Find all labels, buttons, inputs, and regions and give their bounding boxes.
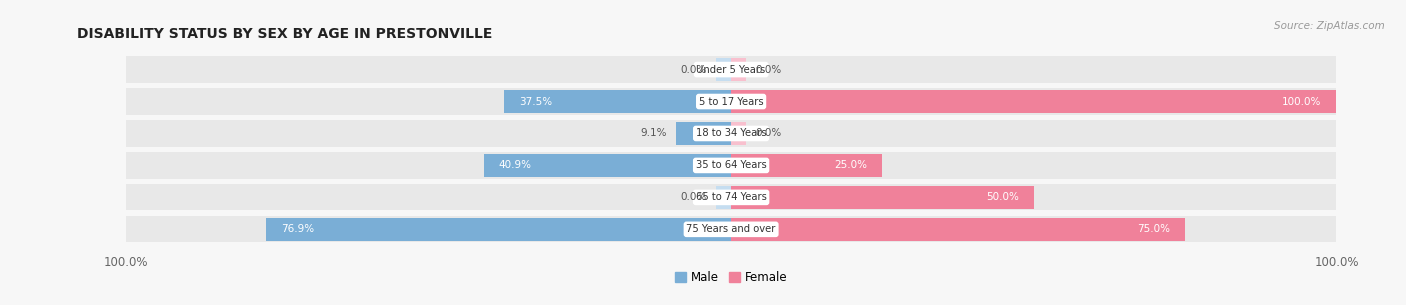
Bar [731,154,883,177]
Bar [125,184,1337,210]
Text: 25.0%: 25.0% [834,160,868,170]
Text: 37.5%: 37.5% [519,96,553,106]
Text: 76.9%: 76.9% [281,224,314,234]
Bar [731,218,1185,241]
Text: 65 to 74 Years: 65 to 74 Years [696,192,766,203]
Bar [125,216,1337,242]
Text: 18 to 34 Years: 18 to 34 Years [696,128,766,138]
Bar [266,218,731,241]
Bar [125,88,1337,115]
Bar [505,90,731,113]
Text: 75.0%: 75.0% [1137,224,1170,234]
Bar [125,56,1337,83]
Legend: Male, Female: Male, Female [669,266,793,289]
Text: 0.0%: 0.0% [681,192,707,203]
Text: DISABILITY STATUS BY SEX BY AGE IN PRESTONVILLE: DISABILITY STATUS BY SEX BY AGE IN PREST… [77,27,492,41]
Bar [676,122,731,145]
Text: 0.0%: 0.0% [755,128,782,138]
Text: 0.0%: 0.0% [681,65,707,74]
Bar [716,58,731,81]
Bar [731,58,747,81]
Text: 40.9%: 40.9% [499,160,531,170]
Bar [125,152,1337,178]
Text: 35 to 64 Years: 35 to 64 Years [696,160,766,170]
Bar [731,122,747,145]
Text: 75 Years and over: 75 Years and over [686,224,776,234]
Text: 9.1%: 9.1% [641,128,666,138]
Text: 0.0%: 0.0% [755,65,782,74]
Text: 50.0%: 50.0% [986,192,1019,203]
Bar [125,120,1337,147]
Bar [731,90,1337,113]
Bar [731,186,1033,209]
Text: Source: ZipAtlas.com: Source: ZipAtlas.com [1274,21,1385,31]
Text: Under 5 Years: Under 5 Years [696,65,766,74]
Bar [484,154,731,177]
Text: 5 to 17 Years: 5 to 17 Years [699,96,763,106]
Text: 100.0%: 100.0% [1282,96,1322,106]
Bar [716,186,731,209]
